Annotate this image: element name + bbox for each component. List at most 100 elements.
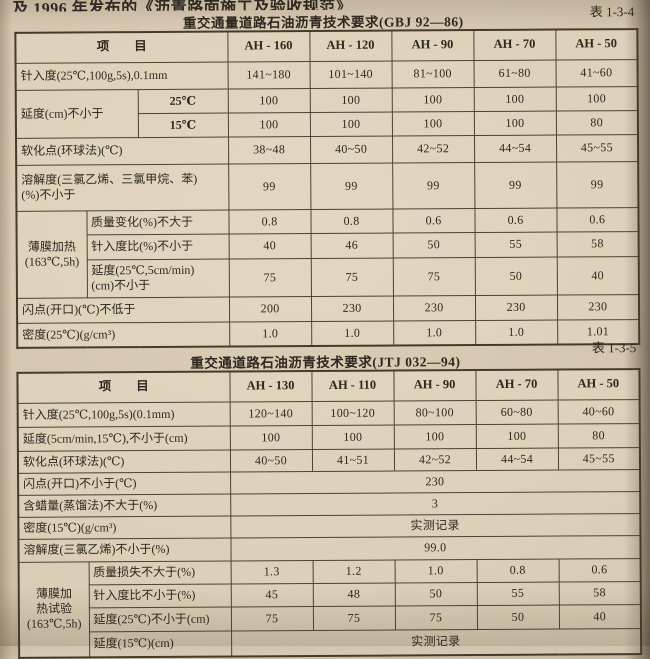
value-cell: 0.6 xyxy=(558,558,641,582)
value-cell: 0.6 xyxy=(474,207,557,233)
column-header-grade: AH - 70 xyxy=(473,29,556,61)
value-cell: 100 xyxy=(555,86,638,111)
value-cell: 100 xyxy=(473,86,556,112)
value-cell: 50 xyxy=(474,256,558,296)
table-jtj-032-94: 项 目 AH - 130 AH - 110 AH - 90 AH - 70 AH… xyxy=(16,368,643,659)
value-cell: 45~55 xyxy=(557,447,641,470)
table1-title-row: 重交通量道路石油沥青技术要求(GBJ 92—86) 表 1-3-4 xyxy=(0,4,648,32)
value-cell: 41~60 xyxy=(555,59,638,87)
table-row: 延度(25℃,5cm/min) (cm)不小于 75 75 75 50 40 xyxy=(17,256,640,298)
value-cell: 120~140 xyxy=(229,401,312,426)
table-row: 延度(15℃)(cm) 实测记录 xyxy=(19,628,642,658)
value-cell: 141~180 xyxy=(227,61,310,89)
value-cell: 80 xyxy=(557,423,640,448)
row-label: 溶解度(三氯乙烯)不小于(%) xyxy=(18,537,231,562)
value-cell: 0.8 xyxy=(228,209,311,234)
value-cell: 100 xyxy=(227,88,310,113)
column-header-item: 项 目 xyxy=(15,31,228,63)
value-cell: 99 xyxy=(474,161,557,209)
value-cell: 100 xyxy=(309,87,392,113)
row-label: 含蜡量(蒸馏法)不大于(%) xyxy=(18,493,231,517)
table-row: 溶解度(三氯乙烯、三氯甲烷、苯) (%)不小于 99 99 99 99 99 xyxy=(16,161,639,211)
value-cell: 80~100 xyxy=(393,400,476,425)
value-cell: 230 xyxy=(475,294,558,321)
value-cell: 100 xyxy=(475,423,558,449)
value-cell: 42~52 xyxy=(393,448,477,471)
table-row: 针入度比(%)不小于 40 46 50 55 58 xyxy=(17,231,639,260)
table1-code-label: 表 1-3-4 xyxy=(589,4,635,20)
value-cell: 46 xyxy=(310,232,393,259)
value-cell: 44~54 xyxy=(475,447,559,471)
value-cell: 1.0 xyxy=(311,320,394,347)
value-cell: 41~51 xyxy=(311,448,395,472)
value-cell: 0.8 xyxy=(476,558,559,583)
value-cell: 40 xyxy=(556,256,640,295)
value-cell: 100 xyxy=(309,111,393,137)
value-cell: 1.0 xyxy=(394,559,477,583)
value-cell: 1.0 xyxy=(229,321,312,347)
value-cell: 55 xyxy=(474,231,557,258)
row-label: 针入度(25℃,100g,5s),0.1mm xyxy=(15,61,228,90)
column-header-grade: AH - 90 xyxy=(393,370,476,401)
row-label: 闪点(开口)不小于(℃) xyxy=(18,471,231,495)
value-cell: 45 xyxy=(230,583,313,607)
row-label: 软化点(环球法)(℃) xyxy=(17,449,231,473)
value-cell: 60~80 xyxy=(475,399,558,425)
value-cell: 75 xyxy=(310,257,394,297)
row-group-label: 薄膜加热 (163℃,5h) xyxy=(16,210,87,298)
row-label: 密度(15℃)(g/cm³) xyxy=(18,515,231,539)
value-cell-spanned: 99.0 xyxy=(230,535,641,561)
value-cell: 58 xyxy=(558,581,641,605)
value-cell: 50 xyxy=(476,604,560,630)
value-cell: 42~52 xyxy=(392,135,475,163)
value-cell: 75 xyxy=(230,606,314,631)
value-cell: 75 xyxy=(312,605,396,631)
row-label: 针入度(25℃,100g,5s)(0.1mm) xyxy=(17,401,230,427)
value-cell: 99 xyxy=(556,161,639,208)
sub-row-label: 25℃ xyxy=(137,88,228,114)
value-cell: 230 xyxy=(393,295,476,321)
column-header-item: 项 目 xyxy=(17,371,230,403)
value-cell: 55 xyxy=(476,581,559,606)
value-cell-spanned: 230 xyxy=(230,469,641,494)
column-header-grade: AH - 160 xyxy=(227,31,310,62)
value-cell: 40 xyxy=(558,604,642,629)
value-cell: 50 xyxy=(392,232,475,258)
value-cell: 44~54 xyxy=(474,134,557,163)
value-cell: 100 xyxy=(311,424,394,450)
table2-code-label: 表 1-3-5 xyxy=(591,340,637,356)
value-cell-spanned: 3 xyxy=(230,491,641,516)
row-label: 密度(25℃)(g/cm³) xyxy=(17,321,230,348)
value-cell: 50 xyxy=(394,582,477,606)
sub-row-label: 15℃ xyxy=(137,112,229,138)
table-row: 密度(25℃)(g/cm³) 1.0 1.0 1.0 1.0 1.01 xyxy=(17,319,640,348)
table2-title: 重交通道路石油沥青技术要求(JTJ 032—94) xyxy=(190,354,461,371)
table-row: 软化点(环球法)(℃) 38~48 40~50 42~52 44~54 45~5… xyxy=(16,134,639,165)
value-cell: 0.8 xyxy=(310,208,393,234)
column-header-grade: AH - 50 xyxy=(557,369,640,400)
value-cell: 75 xyxy=(392,257,476,296)
value-cell: 99 xyxy=(310,162,393,210)
value-cell: 45~55 xyxy=(556,134,639,162)
table-row: 针入度(25℃,100g,5s),0.1mm 141~180 101~140 8… xyxy=(15,59,638,90)
value-cell: 100 xyxy=(393,424,476,449)
value-cell: 40~50 xyxy=(229,449,313,472)
value-cell: 1.0 xyxy=(475,319,558,346)
sub-row-label: 延度(25℃)不小于(cm) xyxy=(88,606,232,632)
sub-row-label: 延度(25℃,5cm/min) (cm)不小于 xyxy=(86,258,230,298)
row-label: 闪点(开口)(℃)不低于 xyxy=(16,296,230,323)
value-cell: 100 xyxy=(391,111,475,136)
row-label: 溶解度(三氯乙烯、三氯甲烷、苯) (%)不小于 xyxy=(16,163,229,211)
value-cell: 40~50 xyxy=(310,135,393,164)
column-header-grade: AH - 70 xyxy=(475,369,558,401)
value-cell-spanned: 实测记录 xyxy=(231,628,642,657)
value-cell: 75 xyxy=(394,605,478,630)
value-cell: 0.6 xyxy=(392,208,475,233)
value-cell: 1.0 xyxy=(393,320,476,346)
table2-title-row: 重交通道路石油沥青技术要求(JTJ 032—94) 表 1-3-5 xyxy=(0,340,650,372)
table-gbj-92-86: 项 目 AH - 160 AH - 120 AH - 90 AH - 70 AH… xyxy=(14,28,641,349)
column-header-grade: AH - 120 xyxy=(309,30,392,62)
sub-row-label: 质量损失不大于(%) xyxy=(88,560,231,585)
value-cell-spanned: 实测记录 xyxy=(230,513,641,538)
